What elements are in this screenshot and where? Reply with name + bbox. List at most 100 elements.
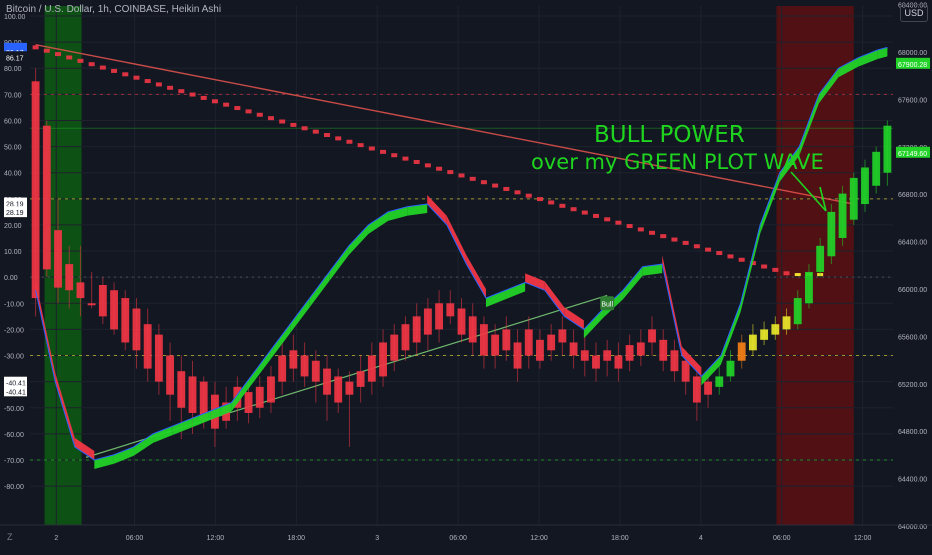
osc-tick-13: -30.00 [4, 354, 24, 361]
osc-tick-10: 0.00 [4, 275, 18, 282]
candle-body-45 [536, 339, 544, 361]
candle-body-64 [748, 334, 757, 351]
candle-body-34 [412, 316, 421, 343]
dot-mark-35 [424, 163, 431, 168]
currency-button[interactable]: USD [900, 4, 928, 22]
dot-mark-32 [391, 153, 398, 158]
candle-body-71 [827, 211, 836, 257]
dot-mark-59 [693, 244, 700, 249]
time-tick-9: 06:00 [773, 535, 791, 542]
candle-body-44 [524, 329, 533, 356]
dot-mark-57 [671, 237, 678, 242]
candle-body-53 [625, 345, 634, 361]
dot-mark-61 [716, 251, 723, 256]
candle-body-5 [87, 303, 96, 306]
dot-mark-46 [548, 200, 555, 205]
candle-body-62 [726, 360, 735, 377]
price-tick-8: 66800.00 [898, 192, 927, 199]
candle-body-68 [793, 298, 802, 325]
annotation-line-1: BULL POWER [594, 122, 745, 148]
dot-mark-1 [43, 48, 50, 53]
price-axis-bg [893, 0, 932, 550]
price-tick-6: 67600.00 [898, 97, 927, 104]
candle-body-9 [132, 308, 141, 351]
candle-body-13 [177, 371, 186, 408]
wave-segment-10 [231, 376, 251, 412]
ma-line [35, 44, 854, 205]
price-tick-4: 68400.00 [898, 3, 927, 10]
time-tick-2: 12:00 [207, 535, 225, 542]
wave-segment-26 [544, 281, 565, 317]
dot-mark-66 [772, 267, 779, 272]
dot-mark-36 [436, 166, 443, 171]
candle-body-0 [31, 81, 40, 299]
wave-segment-25 [525, 273, 545, 291]
annotation-arrow-2 [819, 186, 827, 212]
candle-body-51 [603, 350, 612, 361]
wave-segment-18 [388, 206, 408, 221]
wave-segment-42 [858, 49, 878, 67]
osc-tick-16: -60.00 [4, 432, 24, 439]
dot-mark-60 [705, 247, 712, 252]
candle-body-21 [267, 376, 275, 403]
osc-tick-6: 40.00 [4, 171, 22, 178]
candle-body-60 [704, 381, 712, 395]
dot-mark-62 [727, 254, 734, 259]
dot-mark-10 [144, 79, 151, 84]
candle-body-56 [659, 339, 668, 361]
wave-segment-21 [446, 215, 467, 265]
osc-tick-17: -70.00 [4, 458, 24, 465]
wave-segment-20 [427, 195, 447, 225]
wave-segment-19 [407, 204, 428, 216]
dot-mark-14 [189, 92, 196, 97]
price-tick-11: 65600.00 [898, 334, 927, 341]
osc-label-4: 28.19 [6, 210, 24, 217]
dot-mark-24 [301, 126, 308, 131]
corner-glyph[interactable]: Z [7, 532, 13, 542]
dot-mark-43 [514, 190, 521, 195]
dot-mark-27 [335, 136, 342, 141]
dot-mark-44 [525, 193, 532, 198]
osc-tick-8: 20.00 [4, 223, 22, 230]
candle-body-32 [390, 334, 399, 361]
time-tick-6: 12:00 [530, 535, 548, 542]
price-label-3: 67900.28 [898, 62, 927, 69]
wave-segment-17 [368, 211, 389, 234]
dot-mark-yellow-0 [794, 273, 801, 277]
candle-body-11 [154, 334, 163, 382]
dot-mark-28 [346, 139, 353, 144]
candle-body-33 [401, 324, 410, 351]
osc-tick-4: 60.00 [4, 118, 22, 125]
candle-body-1 [42, 125, 51, 270]
wave-segment-31 [642, 264, 663, 276]
candle-body-66 [771, 324, 780, 335]
wave-segment-1 [55, 372, 75, 447]
wave-segment-40 [818, 68, 839, 104]
candle-body-73 [849, 177, 858, 220]
time-tick-1: 06:00 [126, 535, 144, 542]
dot-mark-48 [570, 207, 577, 212]
dot-mark-53 [626, 224, 633, 229]
candle-body-25 [311, 360, 320, 382]
wave-segment-13 [290, 298, 310, 334]
time-tick-5: 06:00 [449, 535, 467, 542]
dot-mark-23 [290, 122, 297, 127]
wave-segment-30 [623, 266, 643, 300]
candle-body-12 [166, 355, 175, 395]
annotation-arrow-1 [790, 171, 827, 212]
dot-mark-51 [604, 217, 611, 222]
dot-mark-2 [55, 52, 62, 57]
wave-segment-36 [740, 224, 761, 313]
wave-segment-24 [505, 282, 526, 300]
candle-body-3 [65, 264, 74, 291]
wave-segment-14 [309, 271, 330, 308]
candle-body-63 [737, 342, 746, 361]
wave-segment-43 [877, 47, 888, 59]
wave-segment-28 [583, 308, 604, 339]
wave-segment-12 [270, 324, 291, 360]
candle-body-72 [838, 193, 847, 238]
candle-body-58 [681, 360, 690, 382]
dot-mark-67 [783, 271, 790, 276]
candle-body-8 [121, 298, 130, 343]
